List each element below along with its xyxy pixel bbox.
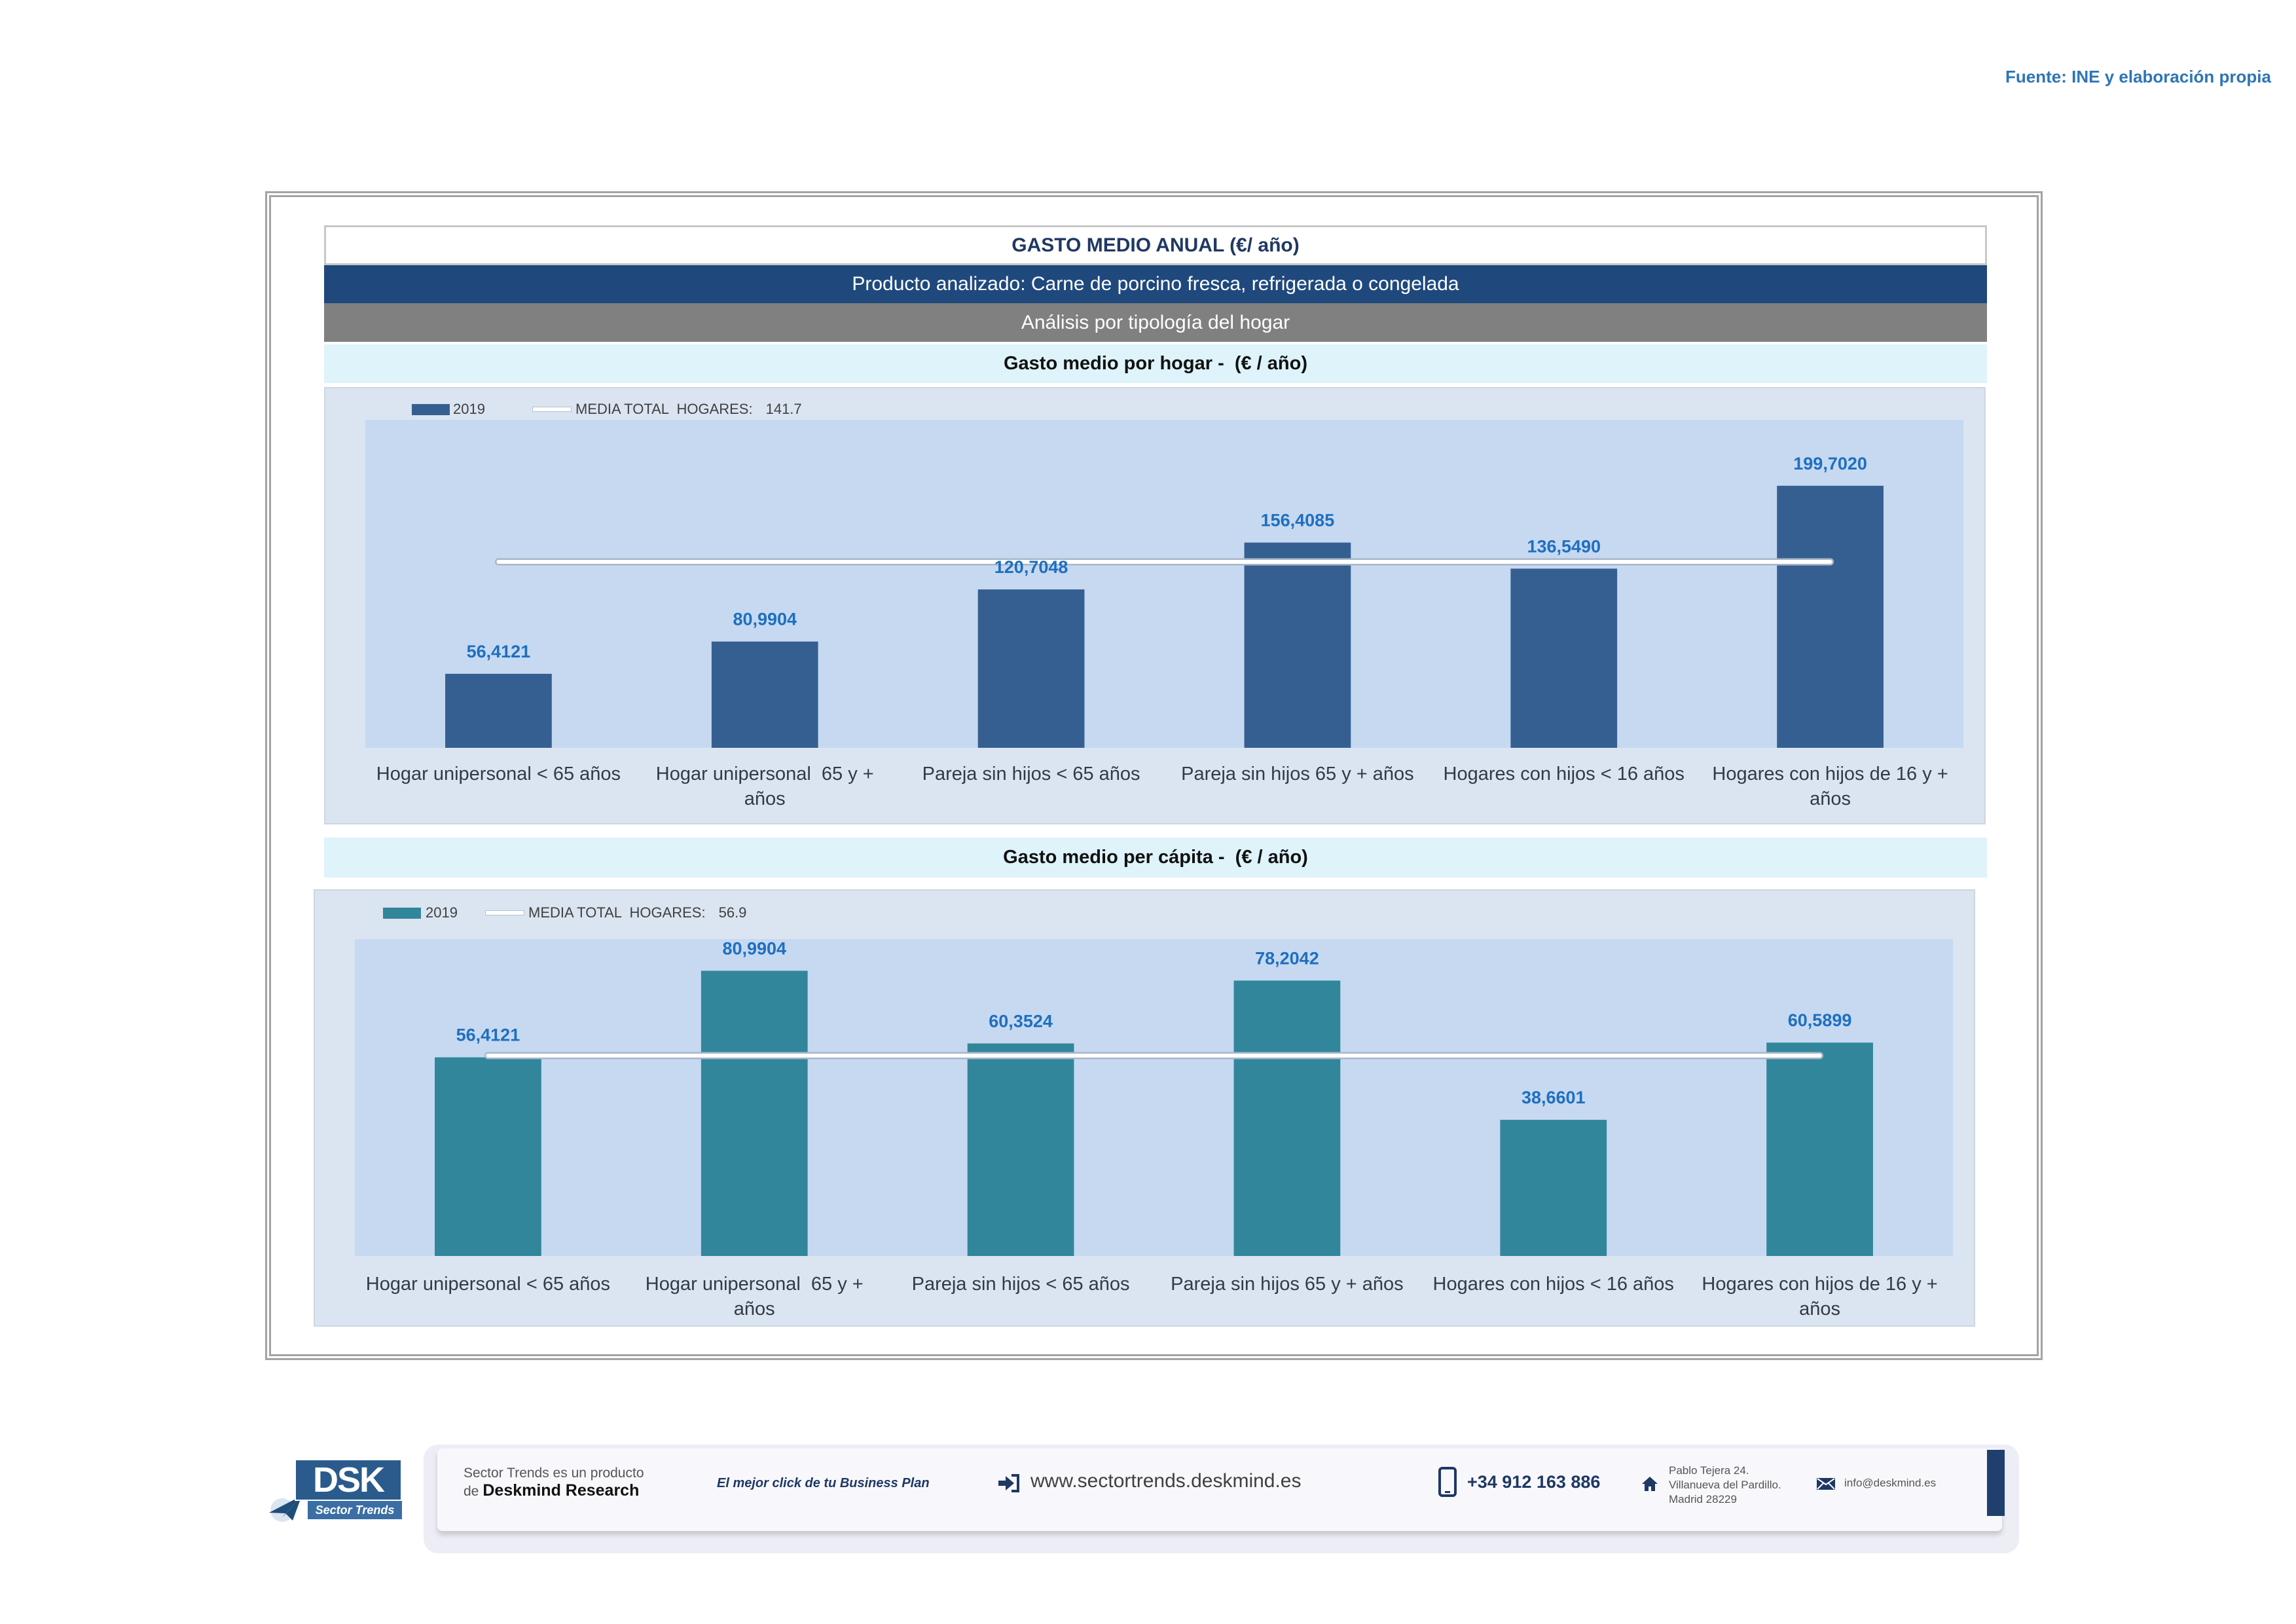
product-prefix: de	[464, 1484, 479, 1499]
data-label: 156,4085	[1261, 511, 1335, 530]
data-label: 60,5899	[1788, 1010, 1852, 1030]
logo-tagline: Sector Trends	[308, 1501, 402, 1519]
footer-panel	[437, 1449, 2002, 1531]
analysis-banner: Análisis por tipología del hogar	[324, 303, 1987, 342]
category-label: Hogares con hijos de 16 y + años	[1702, 1274, 1938, 1320]
data-label: 120,7048	[994, 557, 1068, 577]
category-label: Hogar unipersonal 65 y + años	[655, 764, 874, 809]
data-label: 136,5490	[1527, 536, 1601, 556]
bar	[1510, 568, 1618, 748]
product-brand-line: de Deskmind Research	[464, 1481, 639, 1500]
page-title: GASTO MEDIO ANUAL (€/ año)	[324, 225, 1987, 265]
deskmind-logo: DSK	[295, 1459, 402, 1501]
data-label: 38,6601	[1522, 1088, 1586, 1107]
bar	[967, 1043, 1074, 1256]
brand-name: Deskmind Research	[483, 1481, 640, 1500]
slogan: El mejor click de tu Business Plan	[717, 1476, 930, 1490]
product-banner: Producto analizado: Carne de porcino fre…	[324, 265, 1987, 303]
per-capita-spending-chart: 56,4121 80,9904 60,3524 78,2042 38,6601 60,58…	[314, 889, 1975, 1327]
smartphone-icon	[1438, 1467, 1457, 1497]
report-frame	[265, 191, 2043, 1360]
paper-plane-icon	[268, 1493, 303, 1523]
category-label: Pareja sin hijos < 65 años	[922, 764, 1140, 784]
bar	[1500, 1120, 1607, 1256]
legend-mean: MEDIA TOTAL HOGARES: 56.9	[528, 904, 746, 921]
data-label: 56,4121	[467, 642, 531, 661]
email-link[interactable]: info@deskmind.es	[1844, 1477, 1937, 1489]
legend-mean-label: MEDIA TOTAL HOGARES:	[528, 904, 706, 921]
bar	[701, 970, 808, 1256]
bar	[435, 1057, 541, 1256]
category-label: Pareja sin hijos < 65 años	[911, 1274, 1130, 1295]
chart-2-canvas: 56,4121 80,9904 60,3524 78,2042 38,6601 60,58…	[355, 938, 1953, 1256]
legend-swatch-mean	[486, 911, 524, 915]
bar	[711, 641, 818, 748]
bar	[1244, 542, 1351, 748]
legend-label-2019: 2019	[453, 401, 485, 417]
legend-mean: MEDIA TOTAL HOGARES: 141.7	[575, 401, 802, 418]
chart-2-title: Gasto medio per cápita - (€ / año)	[324, 838, 1987, 877]
category-label: Hogar unipersonal < 65 años	[376, 764, 621, 784]
data-label: 60,3524	[989, 1011, 1053, 1031]
data-label: 80,9904	[733, 610, 797, 629]
data-label: 80,9904	[722, 938, 786, 958]
category-label: Hogar unipersonal < 65 años	[365, 1274, 611, 1295]
legend-label-2019: 2019	[426, 904, 458, 921]
bar	[1233, 980, 1341, 1256]
footer-accent-tab	[1987, 1450, 2005, 1516]
category-label: Hogares con hijos < 16 años	[1432, 1274, 1674, 1295]
home-icon	[1641, 1475, 1658, 1492]
data-label: 78,2042	[1255, 948, 1319, 968]
bar	[1766, 1043, 1873, 1256]
category-label: Hogares con hijos de 16 y + años	[1712, 764, 1948, 809]
legend-swatch-mean	[533, 407, 571, 411]
plot-area	[365, 420, 1963, 748]
product-statement: Sector Trends es un producto	[464, 1466, 644, 1481]
postal-address: Pablo Tejera 24. Villanueva del Pardillo…	[1669, 1464, 1781, 1507]
source-note: Fuente: INE y elaboración propia	[2005, 67, 2271, 86]
chart-1-title: Gasto medio por hogar - (€ / año)	[324, 344, 1987, 383]
address-line: Villanueva del Pardillo.	[1669, 1479, 1781, 1491]
category-label: Pareja sin hijos 65 y + años	[1171, 1274, 1404, 1295]
data-label: 199,7020	[1793, 454, 1867, 473]
envelope-icon	[1816, 1477, 1836, 1490]
legend-mean-value: 56.9	[718, 904, 747, 921]
plot-area	[355, 939, 1953, 1256]
legend-swatch-2019	[412, 404, 450, 415]
chart-1-canvas: 56,4121 80,9904 120,7048 156,4085 136,5490 19…	[365, 420, 1963, 748]
bar	[445, 673, 552, 748]
category-label: Pareja sin hijos 65 y + años	[1181, 764, 1414, 784]
website-link[interactable]: www.sectortrends.deskmind.es	[1030, 1470, 1302, 1492]
address-line: Madrid 28229	[1669, 1493, 1737, 1505]
legend-swatch-2019	[383, 908, 421, 919]
phone-number[interactable]: +34 912 163 886	[1467, 1472, 1601, 1492]
category-label: Hogar unipersonal 65 y + años	[645, 1274, 864, 1320]
data-label: 56,4121	[456, 1025, 520, 1045]
legend-mean-label: MEDIA TOTAL HOGARES:	[575, 401, 753, 417]
category-label: Hogares con hijos < 16 años	[1443, 764, 1685, 784]
arrow-right-box-icon	[998, 1473, 1020, 1493]
legend-mean-value: 141.7	[765, 401, 802, 417]
bar	[1777, 485, 1884, 748]
household-spending-chart: 56,4121 80,9904 120,7048 156,4085 136,5490 19…	[324, 387, 1986, 824]
address-line: Pablo Tejera 24.	[1669, 1464, 1749, 1477]
bar	[977, 589, 1085, 748]
